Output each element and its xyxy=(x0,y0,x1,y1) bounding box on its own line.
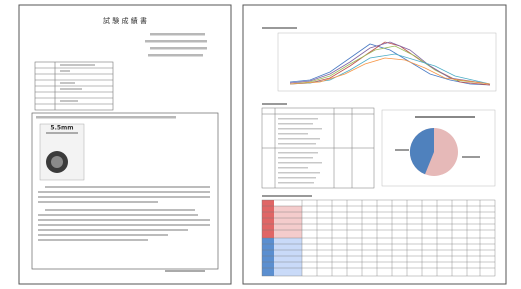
page-title: 試 験 成 績 書 xyxy=(103,16,147,25)
pie-label xyxy=(462,156,480,158)
photo-label: 5.5mm xyxy=(50,125,73,132)
document-thumbnails: 試 験 成 績 書 5.5mm xyxy=(0,0,521,289)
coin-center xyxy=(51,156,63,168)
pie-label xyxy=(395,149,409,151)
left-page: 試 験 成 績 書 5.5mm xyxy=(19,5,231,284)
table-caption xyxy=(262,103,287,105)
chart-caption xyxy=(262,27,297,29)
text-line xyxy=(36,116,176,119)
table-caption xyxy=(262,195,312,197)
pie-caption xyxy=(415,116,475,118)
signature-line xyxy=(165,270,205,272)
right-page xyxy=(243,5,506,284)
